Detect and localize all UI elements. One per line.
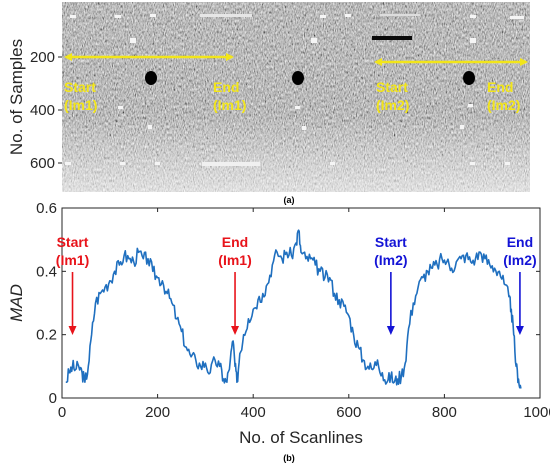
ultrasound-panel: Start (Im1) End (Im1) Start (Im2) End (I… <box>7 2 530 205</box>
ultrasound-bottom-fade <box>62 2 530 192</box>
y-axis: 0 0.2 0.4 0.6 <box>36 200 540 407</box>
panel-a-label: (a) <box>284 195 295 205</box>
annotation-sublabel: (Im1) <box>56 252 89 268</box>
ann-a-end-im2: End <box>487 79 513 95</box>
dark-band <box>372 36 412 40</box>
x-tick-label: 400 <box>241 404 266 421</box>
bright-reflectors <box>65 14 524 165</box>
plot-area <box>61 207 541 399</box>
annotation-sublabel: (Im2) <box>374 252 407 268</box>
annotation-arrowhead <box>231 326 240 335</box>
ann-a-start-im2-sub: (Im2) <box>376 97 409 113</box>
x-tick-label: 600 <box>336 404 361 421</box>
y-tick-label: 0 <box>49 390 57 407</box>
y-tick-label: 0.6 <box>36 200 57 217</box>
dark-blob <box>463 71 475 85</box>
ann-a-end-im2-sub: (Im2) <box>487 97 520 113</box>
mad-series-line <box>65 229 522 389</box>
annotation-arrowhead <box>386 326 395 335</box>
panel-a-ytick: 400 <box>30 102 55 119</box>
panel-b-annotations: Start (Im1) End (Im1) Start (Im2) End (Im2) <box>56 234 537 335</box>
panel-a-ytick: 600 <box>30 155 55 172</box>
dark-blob <box>292 71 304 85</box>
ann-a-start-im2: Start <box>376 79 408 95</box>
x-tick-label: 800 <box>432 404 457 421</box>
annotation-arrowhead <box>68 326 77 335</box>
panel-a-ylabel: No. of Samples <box>7 39 26 155</box>
panel-b-label: (b) <box>283 453 295 463</box>
panel-a-yaxis: 200 400 600 <box>30 49 62 172</box>
annotation-label: End <box>507 234 533 250</box>
dark-blob <box>145 71 157 85</box>
annotation-label: Start <box>57 234 89 250</box>
x-axis-label: No. of Scanlines <box>239 428 363 447</box>
annotation-label: Start <box>375 234 407 250</box>
annotation-sublabel: (Im1) <box>218 252 251 268</box>
reflector-line <box>380 14 420 16</box>
ann-a-end-im1: End <box>213 79 239 95</box>
ann-a-end-im1-sub: (Im1) <box>213 97 246 113</box>
annotation-sublabel: (Im2) <box>503 252 536 268</box>
y-tick-label: 0.2 <box>36 327 57 344</box>
x-tick-label: 200 <box>145 404 170 421</box>
ann-a-start-im1-sub: (Im1) <box>64 97 97 113</box>
y-tick-label: 0.4 <box>36 263 57 280</box>
annotation-arrowhead <box>515 326 524 335</box>
x-tick-label: 0 <box>58 404 66 421</box>
ann-a-start-im1: Start <box>64 79 96 95</box>
panel-a-ytick: 200 <box>30 49 55 66</box>
reflector-line <box>202 162 260 166</box>
y-axis-label: MAD <box>7 284 26 322</box>
reflector-line <box>200 14 252 17</box>
annotation-label: End <box>222 234 248 250</box>
